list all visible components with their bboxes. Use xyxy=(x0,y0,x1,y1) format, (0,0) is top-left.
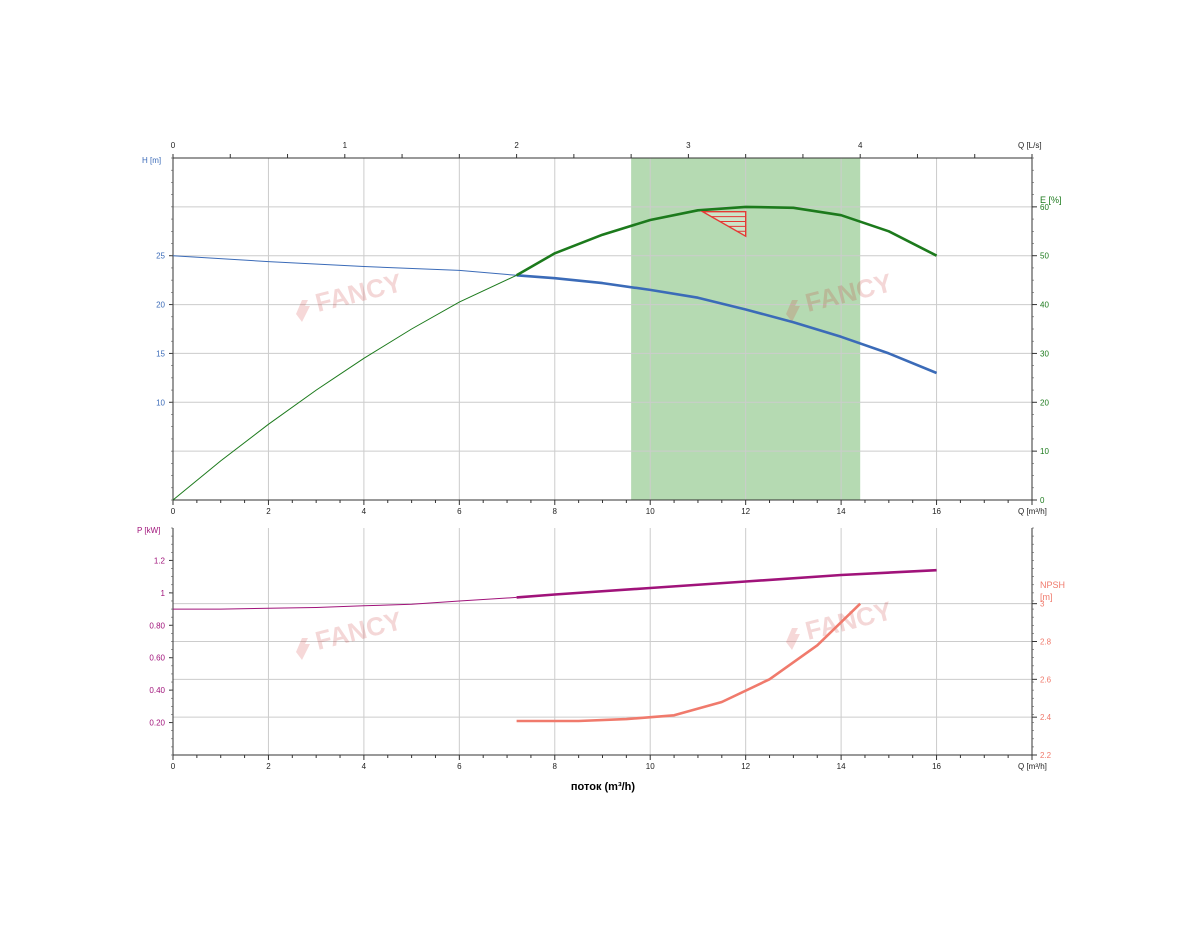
left-tick-label: 10 xyxy=(156,398,165,407)
bottom-tick-label: 0 xyxy=(171,507,176,516)
series-line-bold xyxy=(515,205,938,277)
fancy-watermark: FANCY xyxy=(296,605,405,660)
bottom-tick-label: 6 xyxy=(457,507,462,516)
right-tick-label: 10 xyxy=(1040,447,1049,456)
fancy-watermark: FANCY xyxy=(296,267,405,322)
right-tick-label: 2.4 xyxy=(1040,713,1052,722)
bottom-tick-label: 4 xyxy=(362,507,367,516)
top-axis-unit-label: Q [L/s] xyxy=(1018,141,1042,150)
bottom-tick-label: 2 xyxy=(266,762,271,771)
right-tick-label: 3 xyxy=(1040,600,1045,609)
left-tick-label: 1 xyxy=(161,589,166,598)
watermark-flame-icon xyxy=(786,300,800,322)
bottom-tick-label: 8 xyxy=(553,507,558,516)
bottom-tick-label: 14 xyxy=(837,507,846,516)
series-line-thin xyxy=(173,596,517,610)
left-axis-title: H [m] xyxy=(142,156,161,165)
lower-chart-panel: 0 2 4 6 8 10 12 14 16 Q [m³/h] 0.20 0.40 0.60 0.80 1 1.… xyxy=(137,526,1065,771)
top-tick-label: 3 xyxy=(686,141,691,150)
bottom-tick-label: 6 xyxy=(457,762,462,771)
upper-chart-panel: 0 2 4 6 8 10 12 14 16 Q [m³/h]0 1 2 3 4 Q [L/s]1015202… xyxy=(142,141,1062,516)
watermark-text: FANCY xyxy=(802,595,895,645)
right-tick-label: 30 xyxy=(1040,349,1049,358)
bottom-tick-label: 4 xyxy=(362,762,367,771)
left-axis-title: P [kW] xyxy=(137,526,160,535)
left-tick-label: 1.2 xyxy=(154,556,166,565)
bottom-tick-label: 10 xyxy=(646,762,655,771)
right-tick-label: 2.6 xyxy=(1040,675,1052,684)
right-axis-title: E [%] xyxy=(1040,195,1062,205)
series-line-bold xyxy=(516,274,938,375)
top-tick-label: 1 xyxy=(343,141,348,150)
left-tick-label: 15 xyxy=(156,349,165,358)
watermark-text: FANCY xyxy=(312,605,405,655)
bottom-tick-label: 14 xyxy=(837,762,846,771)
right-tick-label: 20 xyxy=(1040,398,1049,407)
watermark-flame-icon xyxy=(786,628,800,650)
right-axis-title: NPSH xyxy=(1040,580,1065,590)
left-tick-label: 0.20 xyxy=(149,719,165,728)
right-tick-label: 40 xyxy=(1040,301,1049,310)
top-tick-label: 0 xyxy=(171,141,176,150)
bottom-tick-label: 12 xyxy=(741,762,750,771)
bottom-tick-label: 0 xyxy=(171,762,176,771)
top-tick-label: 4 xyxy=(858,141,863,150)
bottom-axis-unit-label: Q [m³/h] xyxy=(1018,507,1047,516)
bottom-tick-label: 2 xyxy=(266,507,271,516)
series-line-bold xyxy=(516,602,862,723)
flow-axis-title: поток (m³/h) xyxy=(571,781,635,793)
bottom-tick-label: 12 xyxy=(741,507,750,516)
series-line-bold xyxy=(516,568,937,599)
left-tick-label: 0.80 xyxy=(149,621,165,630)
bottom-tick-label: 16 xyxy=(932,762,941,771)
top-tick-label: 2 xyxy=(514,141,519,150)
best-efficiency-triangle xyxy=(700,211,747,238)
series-line-thin xyxy=(172,274,517,501)
right-axis-title: [m] xyxy=(1040,592,1053,602)
left-tick-label: 25 xyxy=(156,252,165,261)
bottom-tick-label: 16 xyxy=(932,507,941,516)
right-tick-label: 2.8 xyxy=(1040,638,1052,647)
left-tick-label: 20 xyxy=(156,301,165,310)
bottom-axis-unit-label: Q [m³/h] xyxy=(1018,762,1047,771)
bottom-tick-label: 8 xyxy=(553,762,558,771)
watermark-flame-icon xyxy=(296,300,310,322)
watermark-text: FANCY xyxy=(312,267,405,317)
series-line-thin xyxy=(172,255,517,276)
left-tick-label: 0.60 xyxy=(149,654,165,663)
right-tick-label: 50 xyxy=(1040,252,1049,261)
right-tick-label: 0 xyxy=(1040,496,1045,505)
watermark-flame-icon xyxy=(296,638,310,660)
bottom-tick-label: 10 xyxy=(646,507,655,516)
right-tick-label: 2.2 xyxy=(1040,751,1052,760)
left-tick-label: 0.40 xyxy=(149,686,165,695)
right-tick-label: 60 xyxy=(1040,203,1049,212)
